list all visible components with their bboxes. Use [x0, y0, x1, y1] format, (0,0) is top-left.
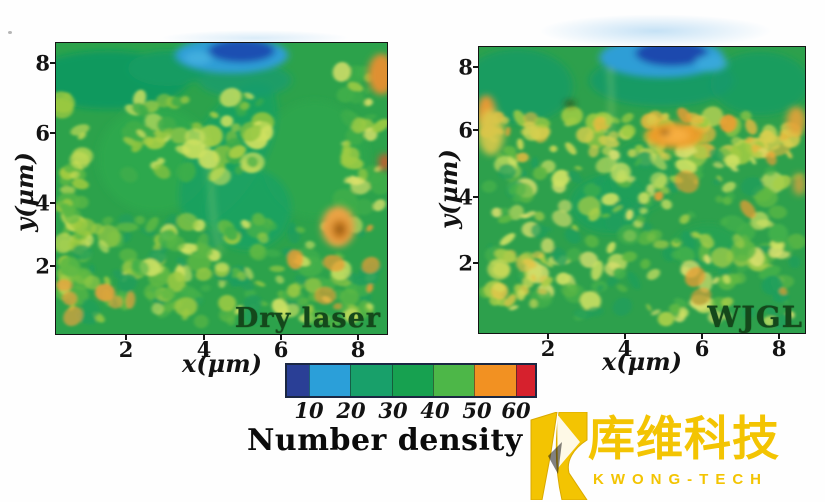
colorbar-tick-label: 50 — [462, 398, 492, 423]
x-axis-label-left: x(μm) — [182, 349, 262, 378]
x-tick-label: 2 — [118, 337, 134, 362]
colorbar-tick-label: 30 — [378, 398, 408, 423]
tick-mark — [280, 335, 282, 340]
tick-mark — [50, 62, 55, 64]
heatmap-panel-wjgl: WJGL — [478, 46, 806, 334]
heatmap-features — [174, 42, 388, 254]
tick-mark — [473, 262, 478, 264]
x-tick-label: 6 — [694, 336, 710, 361]
heatmap-speckle-texture — [55, 61, 388, 329]
tick-mark — [473, 196, 478, 198]
colorbar-segment — [350, 365, 392, 396]
tick-mark — [473, 66, 478, 68]
tick-mark — [50, 202, 55, 204]
colorbar-segment — [309, 365, 351, 396]
colorbar-tick-label: 40 — [420, 398, 450, 423]
y-tick-label: 8 — [35, 50, 50, 76]
colorbar — [285, 363, 537, 398]
x-tick-label: 6 — [273, 337, 289, 362]
panel-label-wjgl: WJGL — [707, 300, 803, 334]
heatmap-image-dry-laser — [55, 42, 388, 335]
x-tick-label: 4 — [196, 337, 212, 362]
colorbar-title: Number density ( — [247, 423, 549, 458]
x-tick-label: 2 — [540, 336, 556, 361]
y-tick-label: 2 — [458, 250, 473, 276]
colorbar-segment — [391, 365, 434, 396]
x-tick-label: 8 — [350, 337, 366, 362]
x-tick-label: 4 — [617, 336, 633, 361]
tick-mark — [701, 334, 703, 339]
tick-mark — [357, 335, 359, 340]
panel-label-dry-laser: Dry laser — [234, 303, 381, 334]
tick-mark — [50, 265, 55, 267]
x-axis-label-right: x(μm) — [602, 347, 682, 376]
y-tick-label: 4 — [458, 184, 473, 210]
y-tick-label: 4 — [35, 190, 50, 216]
heatmap-speckle-texture — [478, 106, 806, 329]
x-tick-label: 8 — [771, 336, 787, 361]
colorbar-segment — [287, 365, 310, 396]
heatmap-panel-dry-laser: Dry laser — [55, 42, 388, 335]
heatmap-image-wjgl — [478, 46, 806, 334]
colorbar-segment — [433, 365, 475, 396]
colorbar-segment — [474, 365, 516, 396]
y-axis-label-left: y(μm) — [10, 152, 39, 232]
colorbar-segment — [515, 365, 535, 396]
y-tick-label: 6 — [458, 117, 473, 143]
tick-mark — [473, 129, 478, 131]
tick-mark — [624, 334, 626, 339]
watermark: 库维科技 KWONG-TECH — [526, 408, 825, 502]
kwong-tech-k-icon — [530, 412, 588, 500]
y-tick-label: 6 — [35, 120, 50, 146]
tick-mark — [203, 335, 205, 340]
heatmap-features — [478, 46, 806, 196]
scan-artifact-speck — [8, 31, 12, 34]
watermark-cn-text: 库维科技 — [588, 412, 780, 467]
watermark-en-text: KWONG-TECH — [593, 471, 768, 488]
colorbar-tick-label: 60 — [501, 398, 531, 423]
y-tick-label: 8 — [458, 54, 473, 80]
tick-mark — [778, 334, 780, 339]
tick-mark — [547, 334, 549, 339]
colorbar-tick-label: 20 — [336, 398, 366, 423]
scan-artifact-smudge — [538, 14, 773, 48]
tick-mark — [125, 335, 127, 340]
colorbar-tick-label: 10 — [294, 398, 324, 423]
y-tick-label: 2 — [35, 253, 50, 279]
tick-mark — [50, 132, 55, 134]
